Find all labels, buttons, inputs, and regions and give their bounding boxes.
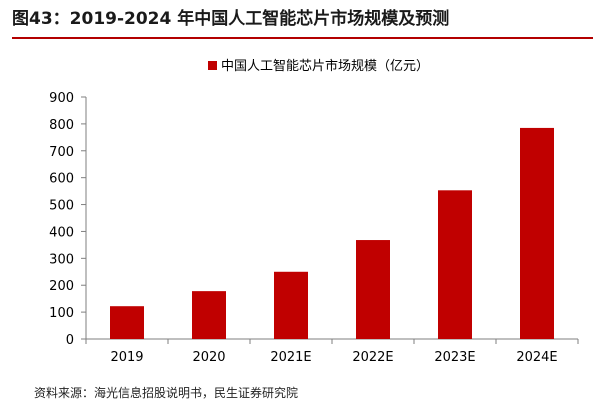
y-tick-label: 700 [49,145,74,160]
legend-label: 中国人工智能芯片市场规模（亿元） [221,58,429,74]
y-tick-label: 600 [49,172,74,187]
figure-title: 图43：2019-2024 年中国人工智能芯片市场规模及预测 [12,9,450,29]
x-tick-label: 2024E [516,350,557,365]
title-divider [12,37,593,39]
y-tick-label: 300 [49,252,74,267]
bar [356,240,390,339]
y-tick-label: 400 [49,225,74,240]
x-tick-label: 2023E [434,350,475,365]
y-tick-label: 900 [49,91,74,106]
bar [438,190,472,339]
x-tick-label: 2020 [192,350,225,365]
bar [110,306,144,339]
x-tick-label: 2022E [352,350,393,365]
bar [192,291,226,339]
legend-swatch [208,61,217,70]
source-note: 资料来源：海光信息招股说明书，民生证券研究院 [34,386,299,400]
bar [274,271,308,339]
y-tick-label: 100 [49,306,74,321]
bar-chart: 中国人工智能芯片市场规模（亿元） 0 100 200 300 400 500 600 700 80… [49,58,579,365]
y-tick-label: 200 [49,279,74,294]
y-tick-label: 500 [49,199,74,214]
y-tick-label: 0 [66,333,74,348]
x-tick-label: 2021E [270,350,311,365]
bar [520,127,554,339]
x-tick-label: 2019 [110,350,143,365]
y-tick-label: 800 [49,118,74,133]
